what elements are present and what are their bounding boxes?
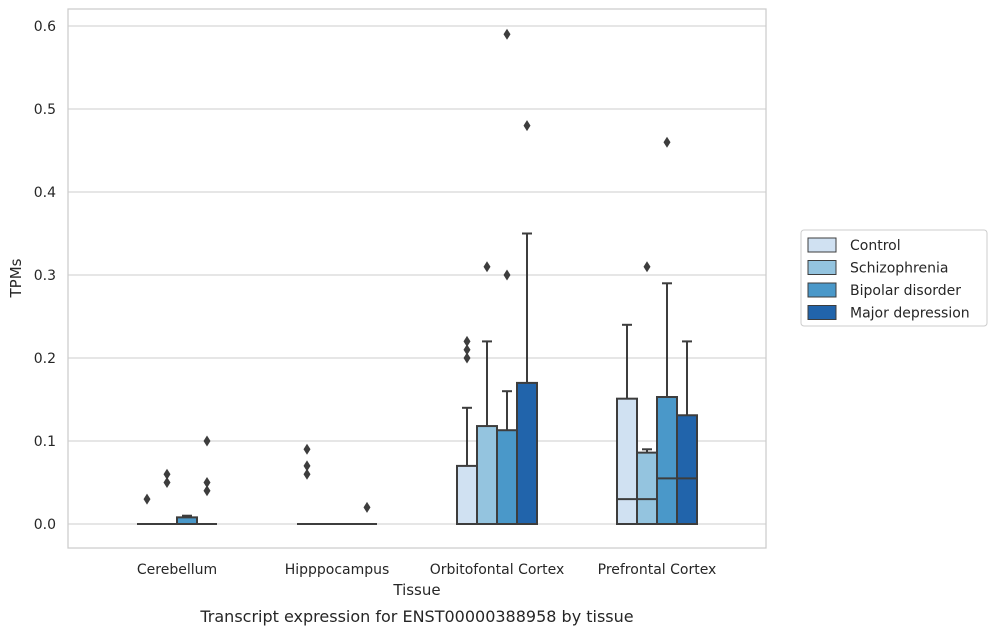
legend-items: Control Schizophrenia Bipolar disorder Majo… bbox=[807, 237, 970, 322]
box-plot-series bbox=[137, 28, 698, 526]
y-tick-label: 0.2 bbox=[34, 351, 56, 367]
series-major-depression bbox=[197, 120, 698, 525]
x-axis-label: Tissue bbox=[392, 581, 440, 599]
outlier-point bbox=[163, 468, 171, 480]
box bbox=[456, 464, 478, 525]
outlier-point bbox=[643, 261, 651, 273]
outlier-point bbox=[303, 460, 311, 472]
y-axis-ticks: 0.0 0.1 0.2 0.3 0.4 0.5 0.6 bbox=[34, 19, 56, 533]
legend-swatch bbox=[807, 237, 837, 253]
outlier-point bbox=[463, 352, 471, 364]
x-tick-label: Orbitofontal Cortex bbox=[430, 562, 565, 578]
legend-swatch bbox=[807, 282, 837, 298]
box bbox=[656, 396, 678, 526]
legend-label: Bipolar disorder bbox=[850, 283, 961, 299]
box bbox=[676, 414, 698, 525]
outlier-point bbox=[203, 435, 211, 447]
box bbox=[496, 429, 518, 525]
x-axis-ticks: Cerebellum Hipppocampus Orbitofontal Corte… bbox=[137, 562, 716, 578]
outlier-point bbox=[463, 344, 471, 356]
outlier-point bbox=[663, 136, 671, 148]
outlier-point bbox=[463, 335, 471, 347]
outlier-point bbox=[143, 493, 151, 505]
outlier-point bbox=[203, 477, 211, 488]
box bbox=[516, 381, 538, 525]
x-tick-label: Hipppocampus bbox=[285, 562, 390, 578]
legend-swatch bbox=[807, 260, 837, 275]
box bbox=[476, 425, 498, 525]
chart-caption: Transcript expression for ENST0000038895… bbox=[199, 607, 633, 626]
legend-label: Control bbox=[850, 238, 901, 254]
outlier-point bbox=[303, 468, 311, 480]
outlier-point bbox=[503, 28, 511, 40]
outlier-point bbox=[503, 269, 511, 281]
outlier-point bbox=[523, 120, 531, 132]
series-control bbox=[137, 323, 638, 526]
grid-lines bbox=[68, 25, 766, 525]
legend-label: Major depression bbox=[850, 306, 970, 322]
outlier-point bbox=[363, 501, 371, 513]
legend-swatch bbox=[807, 305, 837, 320]
y-tick-label: 0.3 bbox=[34, 268, 56, 284]
outlier-point bbox=[483, 261, 491, 273]
legend-frame bbox=[800, 229, 988, 327]
box bbox=[616, 397, 638, 526]
y-tick-label: 0.0 bbox=[34, 517, 56, 533]
legend: Control Schizophrenia Bipolar disorder Majo… bbox=[800, 229, 988, 327]
outlier-point bbox=[203, 485, 211, 497]
y-tick-label: 0.5 bbox=[34, 102, 56, 118]
y-tick-label: 0.4 bbox=[34, 185, 56, 201]
y-tick-label: 0.1 bbox=[34, 434, 56, 450]
y-tick-label: 0.6 bbox=[34, 19, 56, 35]
box bbox=[636, 451, 658, 525]
x-tick-label: Cerebellum bbox=[137, 562, 217, 578]
y-axis-label: TPMs bbox=[7, 258, 25, 298]
series-bipolar-disorder bbox=[176, 28, 678, 526]
outlier-point bbox=[163, 477, 171, 488]
legend-label: Schizophrenia bbox=[850, 261, 948, 277]
outlier-point bbox=[303, 443, 311, 455]
series-schizophrenia bbox=[157, 261, 658, 525]
x-tick-label: Prefrontal Cortex bbox=[598, 562, 717, 578]
plot-frame bbox=[67, 8, 767, 549]
